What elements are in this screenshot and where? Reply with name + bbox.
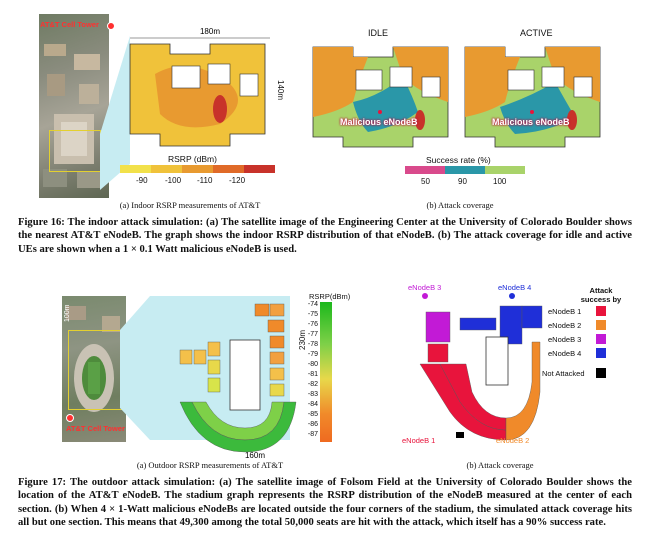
success-colorbar bbox=[405, 166, 525, 174]
zoom-wedge bbox=[100, 36, 130, 190]
malicious-enodeb-label-idle: Malicious eNodeB bbox=[340, 117, 418, 127]
legend-item-enodeb-2: eNodeB 2 bbox=[548, 318, 638, 332]
field-17b bbox=[485, 336, 509, 386]
courtyard-2 bbox=[207, 63, 231, 85]
fig17-panel-a-caption: (a) Outdoor RSRP measurements of AT&T bbox=[136, 460, 284, 470]
tower-label: AT&T Cell Tower bbox=[40, 20, 99, 29]
rsrp-legend-title-17: RSRP(dBm) bbox=[309, 292, 351, 301]
success-tick: 100 bbox=[493, 177, 507, 186]
rsrp-legend-title-16: RSRP (dBm) bbox=[168, 154, 217, 164]
satellite-texture bbox=[43, 44, 101, 188]
tower-marker-icon bbox=[107, 22, 115, 30]
courtyard-3 bbox=[239, 73, 259, 97]
success-tick: 90 bbox=[458, 177, 467, 186]
success-tick: 50 bbox=[421, 177, 430, 186]
enodeb-3-label: eNodeB 3 bbox=[408, 283, 442, 292]
attack-coverage-stadium bbox=[419, 293, 543, 441]
enodeb-4-marker bbox=[509, 293, 515, 299]
figure-17-caption: Figure 17: The outdoor attack simulation… bbox=[18, 476, 632, 530]
active-label: ACTIVE bbox=[520, 28, 553, 38]
rsrp-floorplan-16: 180m bbox=[100, 27, 270, 190]
legend-item-not-attacked: Not Attacked bbox=[542, 368, 606, 378]
fig17-panel-b-caption: (b) Attack coverage bbox=[466, 460, 534, 470]
highlight-box bbox=[49, 130, 101, 172]
figure-16-caption: Figure 16: The indoor attack simulation:… bbox=[18, 216, 632, 256]
stadium-bowl-outer bbox=[179, 401, 297, 453]
rsrp-zone-low bbox=[213, 95, 227, 123]
rsrp-stadium-17: 160m bbox=[120, 296, 297, 460]
figure-17-text: The outdoor attack simulation: (a) The s… bbox=[18, 477, 632, 529]
malicious-enodeb-label-active: Malicious eNodeB bbox=[492, 117, 570, 127]
not-attacked-section bbox=[456, 432, 464, 438]
stadium-sections-left bbox=[179, 341, 221, 393]
sections-enodeb-2 bbox=[505, 341, 541, 441]
tower-marker-icon-17 bbox=[66, 414, 74, 422]
rsrp-legend-ticks-17: -74 -75 -76 -77 -78 -79 -80 -81 -82 -83 -84 -8… bbox=[307, 301, 318, 438]
legend-item-enodeb-4: eNodeB 4 bbox=[548, 346, 638, 360]
attack-coverage-active bbox=[464, 46, 601, 148]
sections-enodeb-3 bbox=[425, 311, 451, 363]
rsrp-colorbar-16 bbox=[120, 165, 275, 173]
enodeb-4-label: eNodeB 4 bbox=[498, 283, 532, 292]
scale-label-vertical: 100m bbox=[34, 36, 41, 54]
success-legend-title: Success rate (%) bbox=[426, 155, 491, 165]
figure-16-text: The indoor attack simulation: (a) The sa… bbox=[18, 217, 632, 255]
enodeb-1-label: eNodeB 1 bbox=[402, 436, 436, 445]
width-label-16: 180m bbox=[200, 27, 220, 36]
enodeb-2-label: eNodeB 2 bbox=[496, 436, 530, 445]
scale-label-vertical-17: 100m bbox=[64, 304, 71, 322]
legend-item-enodeb-3: eNodeB 3 bbox=[548, 332, 638, 346]
figure-16-label: Figure 16: bbox=[18, 217, 65, 228]
rsrp-tick: -120 bbox=[229, 176, 246, 185]
rsrp-colorbar-17 bbox=[320, 302, 332, 442]
stadium-sections-orange bbox=[254, 303, 285, 397]
height-label-16: 140m bbox=[276, 80, 285, 101]
enodeb-3-marker bbox=[422, 293, 428, 299]
attack-legend-title: Attack success by bbox=[580, 286, 622, 304]
field bbox=[229, 339, 261, 411]
fig16-panel-a-caption: (a) Indoor RSRP measurements of AT&T bbox=[119, 200, 261, 210]
rsrp-tick: -110 bbox=[197, 176, 213, 185]
courtyard-1 bbox=[171, 65, 201, 89]
tower-label-17: AT&T Cell Tower bbox=[66, 424, 125, 433]
fig16-panel-b-caption: (b) Attack coverage bbox=[426, 200, 494, 210]
figure-17-label: Figure 17: bbox=[18, 477, 67, 488]
stadium-satellite-texture bbox=[66, 306, 120, 412]
sections-enodeb-4 bbox=[459, 305, 543, 345]
attack-coverage-idle bbox=[312, 46, 449, 148]
attack-legend: eNodeB 1 eNodeB 2 eNodeB 3 eNodeB 4 bbox=[548, 304, 638, 360]
rsrp-tick: -100 bbox=[165, 176, 182, 185]
width-label-17: 160m bbox=[245, 451, 265, 460]
satellite-image-engineering-center bbox=[39, 14, 109, 198]
idle-label: IDLE bbox=[368, 28, 389, 38]
rsrp-tick: -90 bbox=[136, 176, 148, 185]
legend-item-enodeb-1: eNodeB 1 bbox=[548, 304, 638, 318]
stadium-highlight-box bbox=[68, 330, 122, 410]
